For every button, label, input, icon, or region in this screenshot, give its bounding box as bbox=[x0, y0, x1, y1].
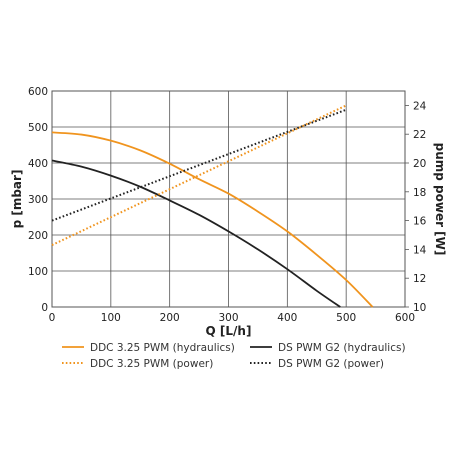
x-tick-label: 500 bbox=[336, 312, 356, 324]
y-left-tick-label: 600 bbox=[28, 86, 48, 98]
y-right-tick-label: 18 bbox=[413, 187, 426, 199]
plot-frame bbox=[51, 90, 406, 308]
series-layer bbox=[51, 104, 374, 308]
tick-labels: 0 100 200 300 400 500 600010020030040050060010… bbox=[28, 86, 427, 324]
series-ds-hydraulics bbox=[51, 159, 341, 308]
y-right-tick-label: 10 bbox=[413, 302, 426, 314]
x-tick-label: 200 bbox=[160, 312, 180, 324]
y-right-tick-label: 16 bbox=[413, 216, 427, 228]
legend-label-ds-power: DS PWM G2 (power) bbox=[278, 358, 384, 370]
y-axis-left-label: p [mbar] bbox=[10, 170, 24, 229]
x-tick-label: 400 bbox=[277, 312, 297, 324]
legend: DDC 3.25 PWM (hydraulics) DS PWM G2 (hyd… bbox=[62, 342, 406, 370]
y-left-tick-label: 0 bbox=[41, 302, 48, 314]
y-left-tick-label: 400 bbox=[28, 158, 48, 170]
x-tick-label: 0 bbox=[49, 312, 56, 324]
y-left-tick-label: 300 bbox=[28, 194, 48, 206]
series-ddc-hydraulics bbox=[51, 131, 374, 308]
y-left-tick-label: 100 bbox=[28, 266, 48, 278]
y-right-tick-label: 22 bbox=[413, 129, 426, 141]
y-right-tick-label: 24 bbox=[413, 100, 427, 112]
y-axis-right-label: pump power [W] bbox=[433, 143, 447, 256]
legend-label-ddc-power: DDC 3.25 PWM (power) bbox=[90, 358, 213, 370]
series-ds-power bbox=[51, 108, 347, 222]
x-tick-label: 100 bbox=[101, 312, 121, 324]
x-tick-label: 300 bbox=[218, 312, 238, 324]
y-left-tick-label: 500 bbox=[28, 122, 48, 134]
legend-label-ds-hydraulics: DS PWM G2 (hydraulics) bbox=[278, 342, 406, 354]
x-tick-label: 600 bbox=[395, 312, 415, 324]
y-right-tick-label: 20 bbox=[413, 158, 426, 170]
y-right-tick-label: 12 bbox=[413, 273, 426, 285]
grid bbox=[51, 90, 406, 308]
series-ddc-power bbox=[51, 104, 347, 246]
x-axis-label: Q [L/h] bbox=[206, 324, 252, 338]
legend-label-ddc-hydraulics: DDC 3.25 PWM (hydraulics) bbox=[90, 342, 235, 354]
y-left-tick-label: 200 bbox=[28, 230, 48, 242]
y-right-tick-label: 14 bbox=[413, 244, 427, 256]
